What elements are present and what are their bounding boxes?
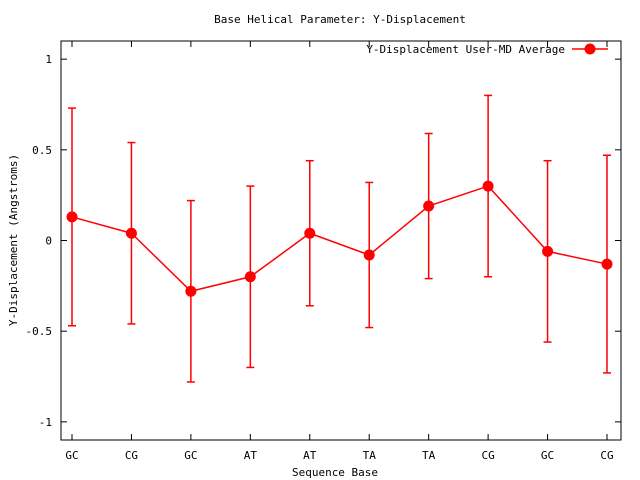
chart-title: Base Helical Parameter: Y-Displacement <box>214 13 466 26</box>
x-axis-label: Sequence Base <box>292 466 378 479</box>
x-tick-label: GC <box>65 449 78 462</box>
data-point <box>363 249 375 261</box>
y-tick-label: 1 <box>45 53 52 66</box>
y-tick-label: 0.5 <box>32 144 52 157</box>
y-tick-label: 0 <box>45 235 52 248</box>
y-axis-label: Y-Displacement (Angstroms) <box>7 154 20 326</box>
x-tick-label: CG <box>481 449 494 462</box>
legend-label: Y-Displacement User-MD Average <box>366 43 565 56</box>
x-tick-label: AT <box>244 449 258 462</box>
data-point <box>423 200 435 212</box>
data-point <box>244 271 256 283</box>
x-tick-label: TA <box>363 449 377 462</box>
x-tick-label: GC <box>184 449 197 462</box>
y-tick-label: -0.5 <box>26 325 53 338</box>
y-axis: -1 -0.5 0 0.5 1 <box>26 53 621 429</box>
data-point <box>185 285 197 297</box>
data-point <box>304 227 316 239</box>
x-tick-label: GC <box>541 449 554 462</box>
data-point <box>482 180 494 192</box>
x-tick-label: TA <box>422 449 436 462</box>
data-point <box>66 211 78 223</box>
series-line <box>71 185 608 293</box>
x-tick-label: CG <box>600 449 613 462</box>
legend-marker <box>584 43 596 55</box>
x-tick-label: CG <box>125 449 138 462</box>
y-tick-label: -1 <box>39 416 52 429</box>
x-tick-label: AT <box>303 449 317 462</box>
data-point <box>125 227 137 239</box>
data-point <box>601 258 613 270</box>
data-point <box>542 245 554 257</box>
series-layer <box>66 94 613 383</box>
legend: Y-Displacement User-MD Average <box>366 43 608 56</box>
x-axis: GC CG GC AT AT TA TA CG GC CG <box>65 41 614 462</box>
